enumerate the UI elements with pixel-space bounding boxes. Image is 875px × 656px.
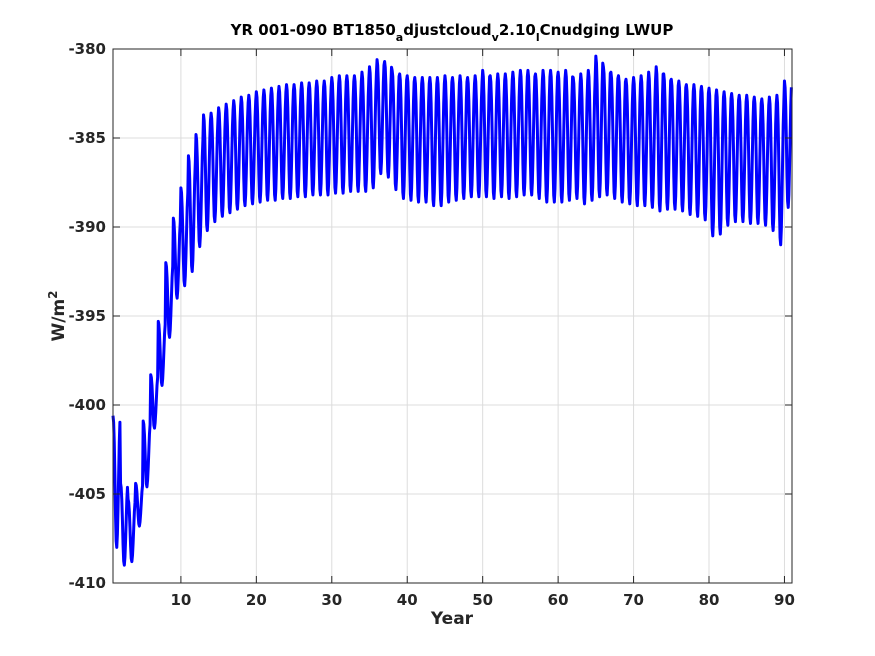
x-tick-label: 40 bbox=[397, 591, 418, 609]
y-tick-label: -395 bbox=[68, 307, 106, 325]
y-axis-label: W/m2 bbox=[46, 290, 69, 341]
x-tick-label: 50 bbox=[472, 591, 493, 609]
chart-title: YR 001-090 BT1850adjustcloudv2.10lCnudgi… bbox=[230, 21, 674, 44]
y-tick-label: -385 bbox=[68, 129, 106, 147]
x-tick-label: 90 bbox=[774, 591, 795, 609]
x-tick-label: 70 bbox=[623, 591, 644, 609]
x-ticks: 10 20 30 40 50 60 70 80 90 bbox=[170, 49, 795, 609]
x-tick-label: 10 bbox=[170, 591, 191, 609]
x-tick-label: 80 bbox=[699, 591, 720, 609]
y-tick-label: -390 bbox=[68, 218, 106, 236]
x-tick-label: 60 bbox=[548, 591, 569, 609]
y-ticks: -380 -385 -390 -395 -400 -405 -410 bbox=[68, 40, 792, 592]
x-axis-label: Year bbox=[430, 609, 474, 629]
y-tick-label: -405 bbox=[68, 485, 106, 503]
y-tick-label: -400 bbox=[68, 396, 106, 414]
y-tick-label: -410 bbox=[68, 574, 106, 592]
series-line bbox=[111, 54, 793, 567]
y-tick-label: -380 bbox=[68, 40, 106, 58]
x-tick-label: 30 bbox=[321, 591, 342, 609]
x-tick-label: 20 bbox=[246, 591, 267, 609]
series-group bbox=[111, 54, 793, 567]
